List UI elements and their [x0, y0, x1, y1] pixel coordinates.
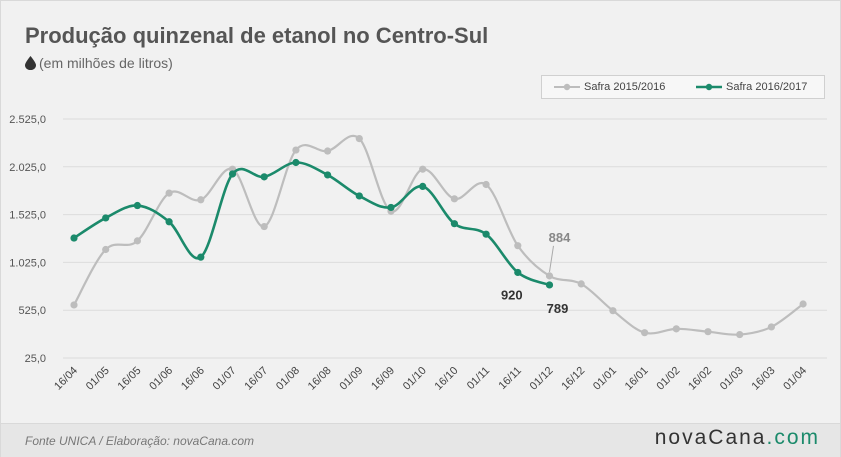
footer-bar: Fonte UNICA / Elaboração: novaCana.com n…: [1, 423, 840, 457]
data-point: [450, 195, 458, 203]
line-chart: 2.525,0 2.025,0 1.525,0 1.025,0 525,0 25,0 16…: [9, 114, 827, 393]
y-axis: 2.525,0 2.025,0 1.525,0 1.025,0 525,0 25,0: [9, 114, 46, 365]
data-point: [102, 245, 110, 254]
grid-lines: [63, 118, 827, 359]
x-tick-label: 01/04: [781, 365, 809, 393]
data-point: [355, 134, 363, 143]
x-axis: 16/04 01/05 16/05 01/06 16/06 01/07 16/07 01/08…: [52, 365, 809, 393]
x-tick-label: 16/06: [179, 365, 207, 393]
data-point: [736, 330, 744, 339]
brand-main: novaCana: [654, 426, 767, 449]
data-point: [514, 268, 522, 277]
data-point: [165, 189, 173, 197]
data-point: [70, 301, 78, 309]
data-point: [70, 234, 78, 242]
x-tick-label: 01/06: [147, 365, 175, 393]
series-2016-2017: [70, 158, 554, 289]
data-label: 884: [549, 230, 571, 245]
x-tick-label: 16/04: [52, 365, 80, 393]
series-line: [73, 134, 804, 336]
data-label: 920: [501, 287, 523, 302]
legend-swatch-2016: [696, 83, 722, 91]
data-point: [324, 171, 332, 179]
data-point: [228, 170, 237, 178]
data-point: [672, 325, 680, 333]
chart-legend: Safra 2015/2016 Safra 2016/2017: [541, 75, 825, 99]
data-point: [514, 242, 522, 250]
data-point: [355, 192, 363, 200]
y-tick-label: 1.525,0: [9, 210, 46, 222]
legend-item-2016[interactable]: Safra 2016/2017: [696, 79, 807, 95]
data-point: [197, 196, 205, 204]
data-point: [165, 218, 173, 226]
legend-label-2015: Safra 2015/2016: [584, 81, 666, 93]
y-tick-label: 2.025,0: [9, 162, 46, 174]
brand-logo[interactable]: novaCana.com: [655, 426, 820, 450]
y-tick-label: 2.525,0: [9, 114, 46, 126]
x-tick-label: 16/07: [242, 365, 270, 393]
y-tick-label: 1.025,0: [9, 257, 46, 269]
x-tick-label: 01/05: [84, 365, 112, 393]
chart-subtitle-text: (em milhões de litros): [39, 55, 173, 71]
chart-subtitle: (em milhões de litros): [25, 55, 173, 71]
legend-label-2016: Safra 2016/2017: [726, 81, 808, 93]
x-tick-label: 16/02: [686, 365, 714, 393]
data-point: [419, 165, 427, 173]
data-point: [260, 222, 268, 231]
source-text: Fonte UNICA / Elaboração: novaCana.com: [25, 434, 255, 448]
data-label: 789: [547, 301, 569, 316]
brand-suffix: .com: [766, 426, 820, 449]
x-tick-label: 01/11: [465, 365, 492, 392]
data-point: [704, 328, 712, 336]
x-tick-label: 01/02: [654, 365, 682, 393]
data-point: [767, 323, 776, 331]
x-tick-label: 16/11: [497, 365, 524, 392]
data-point: [577, 280, 585, 288]
x-tick-label: 01/08: [274, 365, 302, 393]
data-point: [133, 201, 141, 210]
drop-icon: [25, 56, 36, 70]
data-point: [133, 237, 141, 245]
series-line: [73, 161, 550, 287]
data-point: [799, 300, 807, 308]
x-tick-label: 16/12: [559, 365, 587, 393]
series-lines: [70, 134, 807, 339]
x-tick-label: 16/10: [433, 365, 461, 393]
data-point: [387, 203, 395, 212]
data-point: [609, 307, 617, 315]
series-2015-2016: [70, 134, 807, 339]
chart-title: Produção quinzenal de etanol no Centro-S…: [25, 23, 489, 48]
data-point: [324, 147, 332, 155]
data-point: [419, 182, 427, 190]
data-point: [102, 214, 110, 222]
x-tick-label: 01/01: [591, 365, 619, 393]
y-tick-label: 525,0: [18, 305, 46, 317]
data-point: [260, 173, 268, 181]
legend-item-2015[interactable]: Safra 2015/2016: [554, 79, 665, 95]
data-labels: 884 920 789: [501, 230, 571, 316]
x-tick-label: 16/08: [306, 365, 334, 393]
data-point: [545, 281, 554, 289]
y-tick-label: 25,0: [25, 353, 46, 365]
legend-swatch-2015: [554, 83, 580, 91]
x-tick-label: 16/05: [116, 365, 144, 393]
x-tick-label: 16/09: [369, 365, 397, 393]
x-tick-label: 16/01: [623, 365, 651, 393]
x-tick-label: 01/09: [337, 365, 365, 393]
x-tick-label: 01/10: [401, 365, 429, 393]
data-point: [292, 146, 300, 154]
data-point: [482, 230, 490, 238]
annotation-leader: [549, 245, 554, 272]
data-point: [482, 180, 490, 189]
x-tick-label: 01/03: [718, 365, 746, 393]
data-point: [197, 253, 205, 261]
data-point: [641, 329, 649, 337]
x-tick-label: 16/03: [750, 365, 778, 393]
x-tick-label: 01/12: [528, 365, 556, 393]
data-point: [292, 158, 300, 167]
data-point: [450, 220, 458, 228]
data-point: [545, 272, 554, 280]
x-tick-label: 01/07: [211, 365, 239, 393]
